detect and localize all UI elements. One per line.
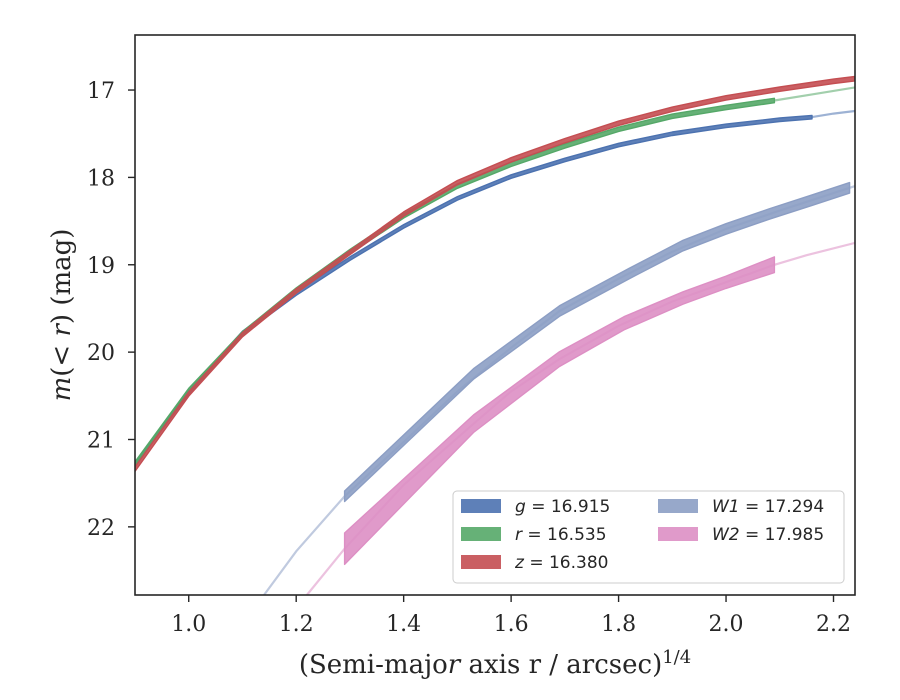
series-w2-band <box>343 256 776 566</box>
series-r-model-line <box>774 86 855 102</box>
y-tick-label: 21 <box>87 428 115 453</box>
y-tick-label: 19 <box>87 254 115 279</box>
plot-frame <box>134 34 856 596</box>
series-g-model-line <box>811 109 855 119</box>
legend-label-r: r = 16.535 <box>515 525 607 545</box>
legend-label-w1: W1 = 17.294 <box>712 497 824 517</box>
x-axis-ticks: 1.0 1.2 1.4 1.6 1.8 2.0 2.2 <box>171 595 851 637</box>
series-w1-band <box>343 181 851 503</box>
y-axis-ticks: 17 18 19 20 21 22 <box>87 79 135 541</box>
legend-swatch-g <box>461 499 501 513</box>
legend-swatch-r <box>461 527 501 541</box>
legend-swatch-w1 <box>658 499 698 513</box>
x-axis-label: (Semi-major axis r / arcsec)1/4 <box>299 647 691 680</box>
x-tick-label: 1.0 <box>171 612 206 637</box>
legend-label-g: g = 16.915 <box>515 497 610 517</box>
legend-frame <box>452 490 845 584</box>
legend-swatch-w2 <box>658 527 698 541</box>
legend-label-z: z = 16.380 <box>514 553 608 573</box>
x-tick-label: 1.8 <box>601 612 636 637</box>
series-layer <box>135 75 855 595</box>
y-axis-label: m(< r) (mag) <box>47 229 77 402</box>
series-g-band <box>135 114 813 467</box>
y-tick-label: 22 <box>87 516 115 541</box>
y-tick-label: 17 <box>87 79 115 104</box>
series-z-band <box>135 75 855 473</box>
x-tick-label: 1.6 <box>494 612 529 637</box>
x-tick-label: 1.4 <box>386 612 421 637</box>
legend-swatch-z <box>461 555 501 569</box>
y-tick-label: 18 <box>87 166 115 191</box>
legend: g = 16.915 r = 16.535 z = 16.380 W1 = 17.29… <box>452 490 845 584</box>
x-tick-label: 2.0 <box>709 612 744 637</box>
x-tick-label: 1.2 <box>279 612 314 637</box>
y-tick-label: 20 <box>87 341 115 366</box>
x-tick-label: 2.2 <box>816 612 851 637</box>
legend-label-w2: W2 = 17.985 <box>712 525 824 545</box>
